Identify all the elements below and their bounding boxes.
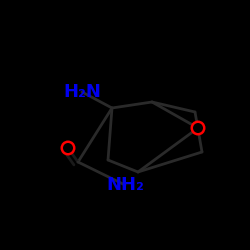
Circle shape bbox=[60, 140, 76, 156]
Circle shape bbox=[63, 143, 73, 153]
Circle shape bbox=[190, 120, 206, 136]
Text: NH₂: NH₂ bbox=[106, 176, 144, 194]
Circle shape bbox=[193, 123, 203, 133]
Text: H₂N: H₂N bbox=[63, 83, 101, 101]
